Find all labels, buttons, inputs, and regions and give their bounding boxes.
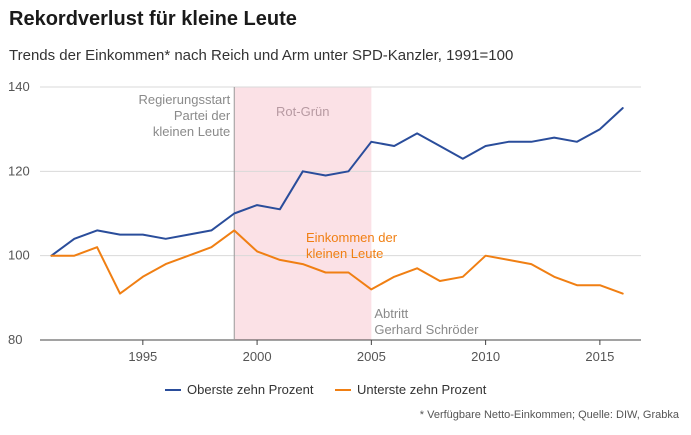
x-tick-label: 2005 [357,349,386,364]
y-tick-label: 80 [8,332,22,347]
x-tick-label: 1995 [128,349,157,364]
shaded-period-rot-gruen [234,87,372,340]
annotation-government-start: kleinen Leute [153,124,230,139]
y-tick-label: 140 [8,79,30,94]
annotation-schroeder-exit: Abtritt [374,306,408,321]
x-tick-label: 2015 [585,349,614,364]
series-line-top-ten-percent [50,107,624,257]
legend-label: Unterste zehn Prozent [357,382,487,397]
annotation-schroeder-exit: Gerhard Schröder [374,322,479,337]
annotation-series-label: kleinen Leute [306,246,383,261]
shaded-period-label: Rot-Grün [276,104,329,119]
x-tick-label: 2010 [471,349,500,364]
chart-title: Rekordverlust für kleine Leute [9,8,297,30]
annotation-government-start: Regierungsstart [138,92,230,107]
x-tick-label: 2000 [243,349,272,364]
annotation-government-start: Partei der [174,108,231,123]
y-tick-label: 100 [8,248,30,263]
legend-label: Oberste zehn Prozent [187,382,314,397]
annotation-series-label: Einkommen der [306,230,398,245]
y-tick-label: 120 [8,163,30,178]
chart-subtitle: Trends der Einkommen* nach Reich und Arm… [9,47,514,64]
series-line-bottom-ten-percent [50,229,624,295]
source-note: * Verfügbare Netto-Einkommen; Quelle: DI… [419,409,679,421]
